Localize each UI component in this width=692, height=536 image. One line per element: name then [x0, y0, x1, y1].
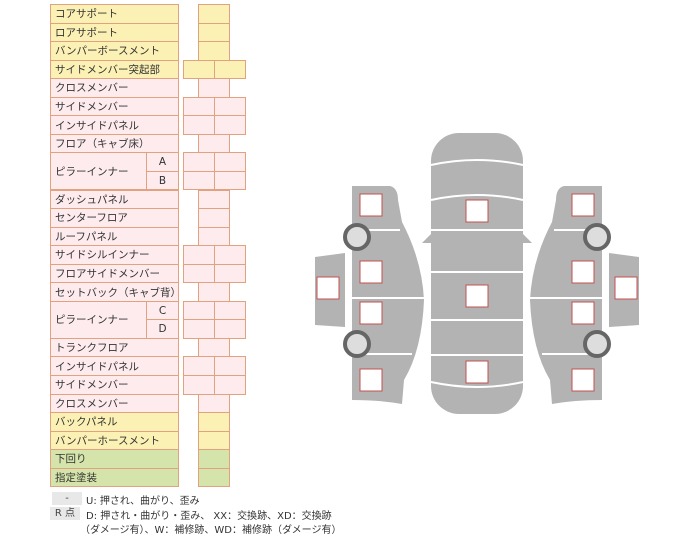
damage-check-box[interactable]	[359, 193, 383, 217]
damage-check-box[interactable]	[614, 276, 638, 300]
check-cell-right[interactable]	[214, 319, 246, 339]
check-cell-right[interactable]	[214, 115, 246, 135]
check-cell-right[interactable]	[214, 263, 246, 284]
damage-check-box[interactable]	[465, 360, 489, 384]
check-cell-right[interactable]	[214, 59, 246, 80]
damage-check-box[interactable]	[571, 368, 595, 392]
row-label: フロアサイドメンバー	[50, 263, 179, 284]
damage-check-box[interactable]	[359, 260, 383, 284]
wheel-icon	[343, 223, 371, 251]
damage-check-box[interactable]	[465, 284, 489, 308]
row-label: バンパーホースメント	[50, 430, 179, 451]
row-label: ピラーインナー	[50, 152, 147, 191]
legend-r-badge: R 点	[50, 507, 80, 520]
damage-check-box[interactable]	[571, 193, 595, 217]
damage-check-box[interactable]	[359, 368, 383, 392]
legend-r-text-2: （ダメージ有）、W：補修跡、WD：補修跡（ダメージ有）	[80, 525, 342, 536]
car-body-center	[431, 133, 523, 414]
legend-r-text-1: D: 押され・曲がり・歪み、 XX：交換跡、XD：交換跡	[86, 511, 332, 522]
row-label: ピラーインナー	[50, 300, 147, 339]
legend-dash-badge: -	[52, 492, 82, 505]
wheel-icon	[583, 223, 611, 251]
row-label: サイドメンバー突起部	[50, 59, 179, 80]
damage-check-box[interactable]	[571, 260, 595, 284]
car-body-center-tab	[422, 234, 532, 243]
row-label: フロア（キャブ床）	[50, 133, 179, 154]
row-label: サイドメンバー	[50, 96, 179, 117]
row-label: クロスメンバー	[50, 393, 179, 414]
damage-check-box[interactable]	[465, 199, 489, 223]
damage-check-box[interactable]	[316, 276, 340, 300]
row-label: 指定塗装	[50, 467, 179, 488]
check-cell-right[interactable]	[214, 375, 246, 395]
check-cell-right[interactable]	[214, 170, 246, 191]
row-label: センターフロア	[50, 208, 179, 228]
damage-check-box[interactable]	[571, 301, 595, 325]
row-label: バックパネル	[50, 412, 179, 432]
row-sub-label: A	[146, 152, 179, 172]
check-cell[interactable]	[198, 467, 230, 488]
row-label: インサイドパネル	[50, 115, 179, 135]
row-label: クロスメンバー	[50, 78, 179, 98]
damage-check-box[interactable]	[359, 301, 383, 325]
row-label: サイドシルインナー	[50, 245, 179, 265]
wheel-icon	[343, 330, 371, 358]
row-label: バンパーボースメント	[50, 41, 179, 61]
wheel-icon	[583, 330, 611, 358]
legend-dash-text: U: 押され、曲がり、歪み	[86, 496, 200, 507]
row-sub-label: C	[146, 300, 179, 321]
